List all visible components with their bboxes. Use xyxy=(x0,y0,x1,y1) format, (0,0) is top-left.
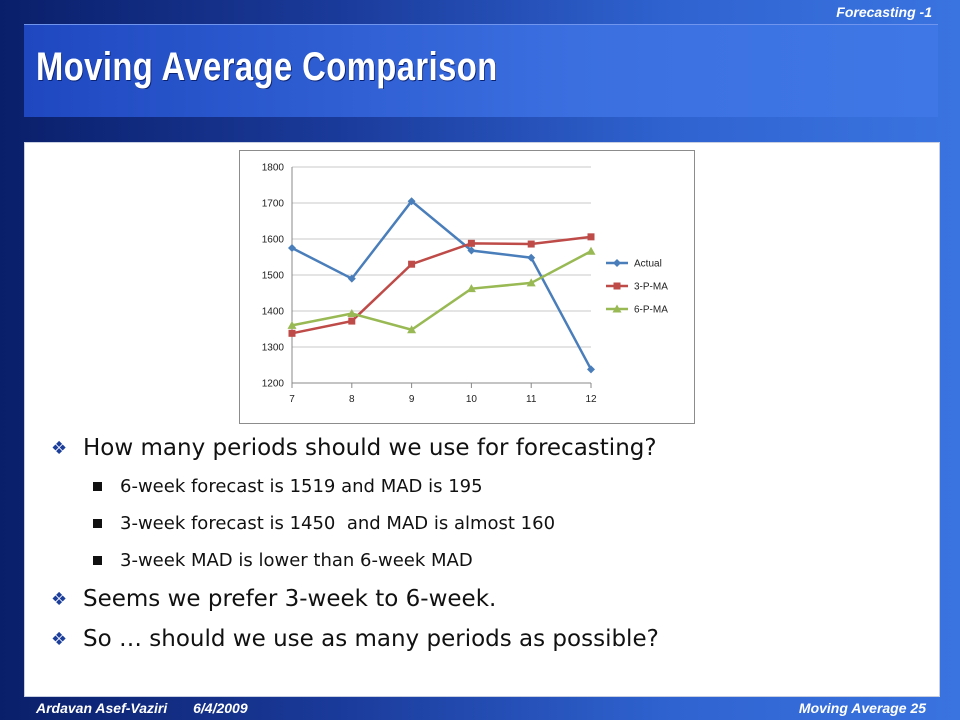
data-point xyxy=(466,284,476,293)
x-tick-label: 12 xyxy=(585,394,597,405)
data-point xyxy=(527,240,535,248)
bullet-text: Seems we prefer 3-week to 6-week. xyxy=(83,586,497,612)
square-bullet-icon xyxy=(93,556,102,565)
bullet-item: ❖ So … should we use as many periods as … xyxy=(51,619,911,659)
x-tick-label: 10 xyxy=(466,394,478,405)
bullet-item: ❖ Seems we prefer 3-week to 6-week. xyxy=(51,579,911,619)
data-point xyxy=(348,317,356,325)
data-point xyxy=(288,329,296,337)
data-point xyxy=(467,239,475,247)
data-point xyxy=(407,197,416,206)
y-tick-label: 1800 xyxy=(262,163,285,174)
data-point xyxy=(288,244,296,252)
y-tick-label: 1500 xyxy=(262,271,285,282)
square-bullet-icon xyxy=(93,519,102,528)
legend-label: Actual xyxy=(634,259,662,270)
data-point xyxy=(347,309,357,318)
bullet-text: So … should we use as many periods as po… xyxy=(83,626,659,652)
legend-label: 3-P-MA xyxy=(634,282,668,293)
y-tick-label: 1700 xyxy=(262,199,285,210)
sub-bullet-text: 3-week MAD is lower than 6-week MAD xyxy=(120,550,473,571)
diamond-bullet-icon: ❖ xyxy=(51,628,68,650)
chart-svg: 1200 1300 1400 1500 1600 1700 1800 7 8 9 10 11 12 Act… xyxy=(262,163,668,406)
footer-author: Ardavan Asef-Vaziri xyxy=(36,700,168,716)
data-point xyxy=(467,246,476,255)
content-area: 1200 1300 1400 1500 1600 1700 1800 7 8 9 10 11 12 Act… xyxy=(24,142,940,697)
bullet-item: ❖ How many periods should we use for for… xyxy=(51,428,911,468)
sub-bullet-text: 6-week forecast is 1519 and MAD is 195 xyxy=(120,476,483,497)
data-point xyxy=(587,233,595,241)
y-tick-label: 1600 xyxy=(262,235,285,246)
data-point xyxy=(587,365,595,374)
data-point xyxy=(586,246,596,255)
y-tick-label: 1400 xyxy=(262,307,285,318)
diamond-bullet-icon: ❖ xyxy=(51,437,68,459)
series-line xyxy=(291,199,593,370)
bullet-text: How many periods should we use for forec… xyxy=(83,435,657,461)
series-line xyxy=(291,235,592,335)
data-point xyxy=(347,274,356,283)
legend-marker xyxy=(613,282,621,290)
y-tick-label: 1200 xyxy=(262,379,285,390)
bullet-list: ❖ How many periods should we use for for… xyxy=(51,428,911,659)
header-course-tag: Forecasting -1 xyxy=(836,4,932,20)
x-tick-label: 9 xyxy=(409,394,415,405)
x-tick-label: 11 xyxy=(526,394,537,405)
x-tick-label: 8 xyxy=(349,394,355,405)
data-point xyxy=(526,278,536,287)
data-point xyxy=(287,320,297,329)
data-point xyxy=(407,325,417,334)
data-point xyxy=(527,253,536,262)
footer-section: Moving Average xyxy=(798,700,907,716)
series-line xyxy=(291,250,592,332)
title-bar: Moving Average Comparison xyxy=(24,24,938,117)
x-tick-label: 7 xyxy=(289,394,295,405)
data-point xyxy=(408,260,416,268)
sub-bullet-item: 3-week forecast is 1450 and MAD is almos… xyxy=(51,505,911,542)
y-tick-label: 1300 xyxy=(262,343,285,354)
diamond-bullet-icon: ❖ xyxy=(51,588,68,610)
footer-right: Moving Average 25 xyxy=(799,700,926,716)
sub-bullet-item: 6-week forecast is 1519 and MAD is 195 xyxy=(51,468,911,505)
line-chart: 1200 1300 1400 1500 1600 1700 1800 7 8 9 10 11 12 Act… xyxy=(239,150,695,424)
footer-date: 6/4/2009 xyxy=(193,700,248,716)
legend-marker xyxy=(613,259,621,267)
sub-bullet-text: 3-week forecast is 1450 and MAD is almos… xyxy=(120,513,556,534)
sub-bullet-item: 3-week MAD is lower than 6-week MAD xyxy=(51,542,911,579)
legend-label: 6-P-MA xyxy=(634,305,668,316)
footer-page-number: 25 xyxy=(910,700,926,716)
footer-left: Ardavan Asef-Vaziri 6/4/2009 xyxy=(36,700,270,716)
legend-marker xyxy=(612,304,622,313)
slide-title: Moving Average Comparison xyxy=(36,45,498,89)
square-bullet-icon xyxy=(93,482,102,491)
